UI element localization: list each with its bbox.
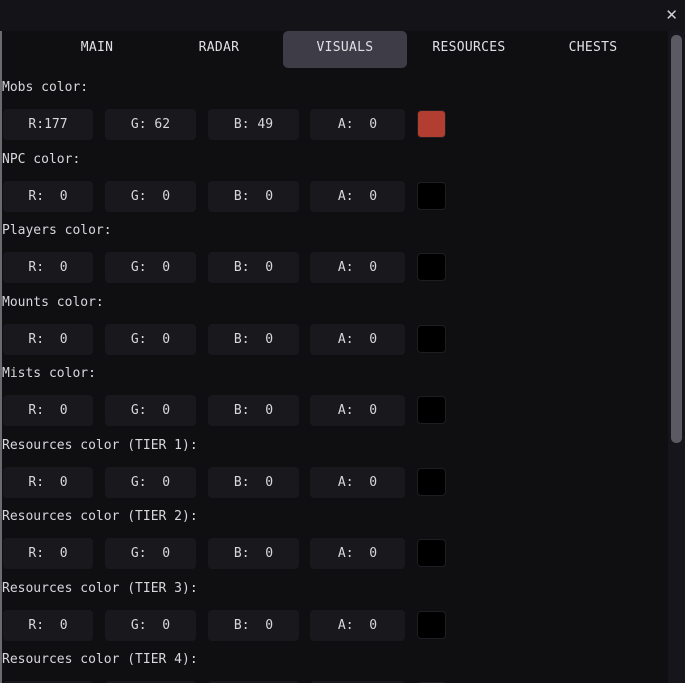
color-setting: Resources color (TIER 1): R: 0 G: 0 B: 0 A: … [0,426,668,498]
color-setting-label: Resources color (TIER 4): [2,652,198,667]
b-channel-input[interactable]: B: 0 [208,538,299,569]
a-channel-input[interactable]: A: 0 [310,395,405,426]
b-channel-input[interactable]: B: 0 [208,395,299,426]
g-channel-input[interactable]: G: 0 [105,252,196,283]
visuals-panel: Mobs color: R:177 G: 62 B: 49 A: 0 NPC color:… [0,68,668,683]
r-channel-input[interactable]: R:177 [3,109,93,140]
color-setting: Resources color (TIER 4): [0,640,668,683]
tab-visuals[interactable]: VISUALS [283,31,407,68]
b-channel-input[interactable]: B: 0 [208,609,299,641]
color-setting-label: Mists color: [2,366,96,381]
tab-radar[interactable]: RADAR [198,40,240,55]
color-swatch[interactable] [417,181,446,210]
color-swatch[interactable] [417,324,446,353]
g-channel-input[interactable]: G: 62 [105,109,196,140]
title-bar: ✕ [0,0,685,31]
a-channel-input[interactable]: A: 0 [310,609,405,641]
color-setting: Mobs color: R:177 G: 62 B: 49 A: 0 [0,68,668,140]
tab-resources[interactable]: RESOURCES [432,40,506,55]
color-setting-label: Resources color (TIER 2): [2,509,198,524]
color-swatch[interactable] [417,253,446,281]
r-channel-input[interactable]: R: 0 [3,323,93,355]
color-setting: NPC color: R: 0 G: 0 B: 0 A: 0 [0,140,668,212]
color-setting-label: NPC color: [2,151,81,167]
color-setting-label: Players color: [2,223,112,238]
color-setting: Resources color (TIER 3): R: 0 G: 0 B: 0 A: … [0,569,668,641]
r-channel-input[interactable]: R: 0 [3,395,93,426]
b-channel-input[interactable]: B: 0 [208,323,299,355]
a-channel-input[interactable] [310,681,405,683]
g-channel-input[interactable] [105,681,196,683]
r-channel-input[interactable]: R: 0 [3,180,93,212]
a-channel-input[interactable]: A: 0 [310,323,405,355]
color-setting-label: Mounts color: [2,294,104,310]
g-channel-input[interactable]: G: 0 [105,466,196,498]
color-setting-label: Resources color (TIER 3): [2,580,198,596]
scrollbar-thumb[interactable] [671,35,682,443]
g-channel-input[interactable]: G: 0 [105,609,196,641]
g-channel-input[interactable]: G: 0 [105,395,196,426]
a-channel-input[interactable]: A: 0 [310,538,405,569]
window-edge [0,0,2,683]
color-swatch[interactable] [417,396,446,424]
color-swatch[interactable] [417,610,446,639]
b-channel-input[interactable] [208,681,299,683]
color-setting: Mists color: R: 0 G: 0 B: 0 A: 0 [0,354,668,426]
color-setting: Players color: R: 0 G: 0 B: 0 A: 0 [0,211,668,283]
g-channel-input[interactable]: G: 0 [105,180,196,212]
color-swatch[interactable] [417,110,446,138]
color-swatch[interactable] [417,539,446,567]
tab-bar: MAIN RADAR VISUALS RESOURCES CHESTS [0,31,668,68]
g-channel-input[interactable]: G: 0 [105,323,196,355]
b-channel-input[interactable]: B: 49 [208,109,299,140]
r-channel-input[interactable]: R: 0 [3,538,93,569]
scrollbar[interactable] [668,31,685,683]
a-channel-input[interactable]: A: 0 [310,252,405,283]
color-setting: Mounts color: R: 0 G: 0 B: 0 A: 0 [0,283,668,355]
close-icon[interactable]: ✕ [665,6,678,24]
a-channel-input[interactable]: A: 0 [310,109,405,140]
tab-main[interactable]: MAIN [80,40,114,55]
color-swatch[interactable] [417,467,446,496]
tab-chests[interactable]: CHESTS [568,40,618,55]
color-setting-label: Resources color (TIER 1): [2,437,198,453]
b-channel-input[interactable]: B: 0 [208,466,299,498]
r-channel-input[interactable]: R: 0 [3,252,93,283]
r-channel-input[interactable]: R: 0 [3,466,93,498]
b-channel-input[interactable]: B: 0 [208,180,299,212]
b-channel-input[interactable]: B: 0 [208,252,299,283]
color-setting: Resources color (TIER 2): R: 0 G: 0 B: 0 A: … [0,497,668,569]
r-channel-input[interactable]: R: 0 [3,609,93,641]
a-channel-input[interactable]: A: 0 [310,466,405,498]
color-setting-label: Mobs color: [2,80,89,95]
g-channel-input[interactable]: G: 0 [105,538,196,569]
r-channel-input[interactable] [3,681,93,683]
a-channel-input[interactable]: A: 0 [310,180,405,212]
